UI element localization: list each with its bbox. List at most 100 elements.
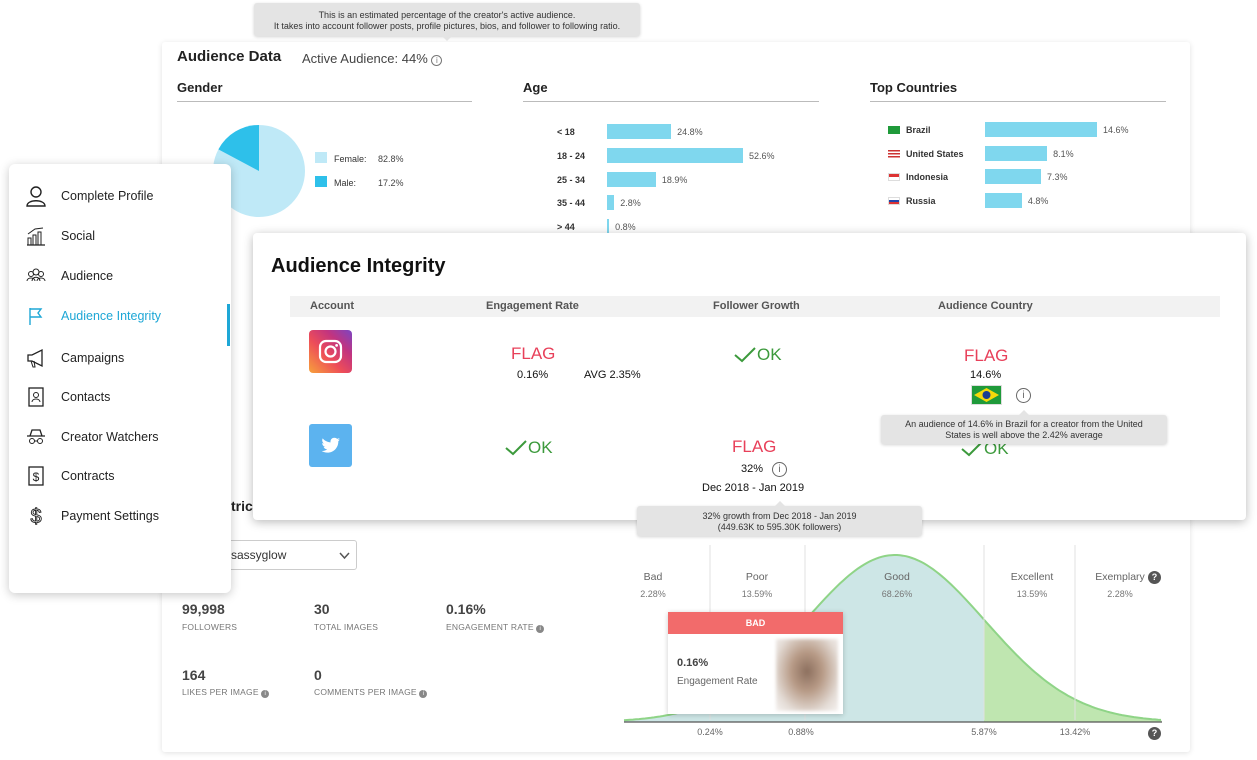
age-bar-label: 35 - 44 [557, 198, 586, 209]
ig-growth-status-text: OK [757, 345, 782, 364]
svg-text:$: $ [30, 506, 41, 527]
tooltip-line: It takes into account follower posts, pr… [273, 21, 621, 31]
help-icon[interactable]: ? [1148, 571, 1161, 584]
country-bar-value: 14.6% [1103, 125, 1129, 135]
male-legend-label: Male: [334, 178, 357, 188]
band-label: Good [884, 571, 910, 583]
help-icon[interactable]: ? [1148, 727, 1161, 740]
band-label: Exemplary [1095, 571, 1145, 583]
sidebar-item-complete-profile[interactable]: Complete Profile [25, 183, 225, 209]
active-indicator [227, 304, 230, 346]
band-pct: 2.28% [1107, 589, 1133, 599]
ig-growth-status: OK [733, 345, 782, 365]
gender-heading: Gender [177, 80, 472, 102]
followers-label: FOLLOWERS [182, 622, 238, 632]
tw-engagement-status-text: OK [528, 438, 553, 457]
curve-excellent-area [984, 619, 1162, 722]
engagement-rating-card: BAD 0.16% Engagement Rate [668, 612, 843, 714]
brazil-flag-glyph [974, 388, 999, 402]
band-label: Excellent [1010, 571, 1054, 583]
country-bar [985, 145, 1048, 161]
country-bar-value: 7.3% [1047, 172, 1068, 183]
ig-engagement-status: FLAG [511, 344, 556, 363]
growth-tooltip: 32% growth from Dec 2018 - Jan 2019 (449… [637, 501, 922, 536]
tooltip-line: 32% growth from Dec 2018 - Jan 2019 [702, 511, 857, 521]
sidebar: Complete Profile Social Audience Audience I… [9, 164, 231, 593]
twitter-icon[interactable] [309, 424, 352, 467]
comments-label: COMMENTS PER IMAGE i [314, 687, 428, 698]
female-legend-value: 82.8% [378, 154, 404, 164]
male-legend-value: 17.2% [378, 178, 404, 188]
age-bar-value: 2.8% [620, 198, 641, 209]
engagement-rate-value: 0.16% [446, 601, 486, 617]
age-bar [607, 195, 615, 211]
sidebar-item-social[interactable]: Social [25, 223, 225, 249]
followers-value: 99,998 [182, 601, 225, 617]
sidebar-item-contracts[interactable]: $ Contracts [25, 463, 225, 489]
sidebar-item-audience[interactable]: Audience [25, 263, 225, 289]
info-icon[interactable]: i [772, 462, 787, 477]
country-bar-label: Brazil [906, 125, 931, 135]
comments-value: 0 [314, 667, 322, 683]
sidebar-item-campaigns[interactable]: Campaigns [25, 345, 225, 371]
integrity-table-header: Account Engagement Rate Follower Growth … [290, 296, 1220, 317]
likes-value: 164 [182, 667, 206, 683]
comments-label-text: COMMENTS PER IMAGE [314, 687, 417, 697]
audience-integrity-card: Audience Integrity Account Engagement Ra… [253, 233, 1246, 520]
band-pct: 2.28% [640, 589, 666, 599]
country-flag-icon [888, 126, 900, 134]
info-icon[interactable]: i [1016, 388, 1031, 403]
country-bar [985, 192, 1022, 208]
sidebar-item-label: Audience [61, 269, 114, 283]
sidebar-item-label: Campaigns [61, 351, 125, 365]
x-tick-label: 0.88% [788, 727, 814, 737]
sidebar-item-label: Complete Profile [61, 189, 154, 203]
active-audience-label: Active Audience: 44% i [302, 51, 443, 66]
country-bar-value: 8.1% [1053, 148, 1074, 159]
age-bar-label: 25 - 34 [557, 174, 586, 185]
account-select-value: sassyglow [231, 548, 287, 562]
sidebar-item-label: Contacts [61, 390, 111, 404]
age-bar [607, 124, 672, 139]
info-icon[interactable]: i [261, 690, 270, 698]
active-audience-tooltip: This is an estimated percentage of the c… [254, 3, 640, 41]
check-icon [734, 347, 756, 363]
country-bar [985, 169, 1041, 185]
user-icon [25, 185, 47, 207]
age-bar-label: > 44 [557, 222, 575, 233]
audience-data-title: Audience Data [177, 48, 282, 65]
female-legend-swatch [315, 152, 327, 163]
sidebar-item-creator-watchers[interactable]: Creator Watchers [25, 424, 225, 450]
sidebar-item-label: Social [61, 229, 96, 243]
sidebar-item-payment-settings[interactable]: $ Payment Settings [25, 503, 225, 529]
creator-avatar [776, 639, 838, 711]
age-bar-value: 18.9% [661, 174, 688, 185]
header-account: Account [310, 300, 354, 312]
twitter-bird-glyph [321, 437, 340, 453]
age-bar-value: 24.8% [677, 127, 703, 137]
sidebar-item-contacts[interactable]: Contacts [25, 384, 225, 410]
info-icon[interactable]: i [536, 625, 545, 633]
ig-country-status: FLAG [964, 346, 1009, 365]
country-bar [985, 122, 1097, 137]
country-flag-icon [888, 196, 900, 205]
country-bar-label: United States [906, 148, 964, 159]
instagram-icon[interactable] [309, 330, 352, 373]
tooltip-line: (449.63K to 595.30K followers) [717, 522, 842, 532]
ig-country-value: 14.6% [970, 369, 1002, 381]
x-tick-label: 0.24% [697, 727, 723, 737]
sidebar-item-audience-integrity[interactable]: Audience Integrity [25, 303, 225, 329]
sidebar-item-label: Payment Settings [61, 509, 159, 523]
group-icon [25, 265, 47, 287]
info-icon[interactable]: i [431, 55, 443, 66]
dollar-icon: $ [25, 505, 47, 527]
tw-growth-status: FLAG [732, 437, 777, 456]
total-images-value: 30 [314, 601, 330, 617]
dollar-document-icon: $ [25, 465, 47, 487]
info-icon[interactable]: i [419, 690, 428, 698]
tw-growth-value: 32% [741, 463, 764, 475]
svg-text:$: $ [33, 470, 40, 484]
age-bar-label: 18 - 24 [557, 150, 586, 161]
check-icon [961, 441, 983, 457]
chevron-down-icon [339, 552, 350, 560]
